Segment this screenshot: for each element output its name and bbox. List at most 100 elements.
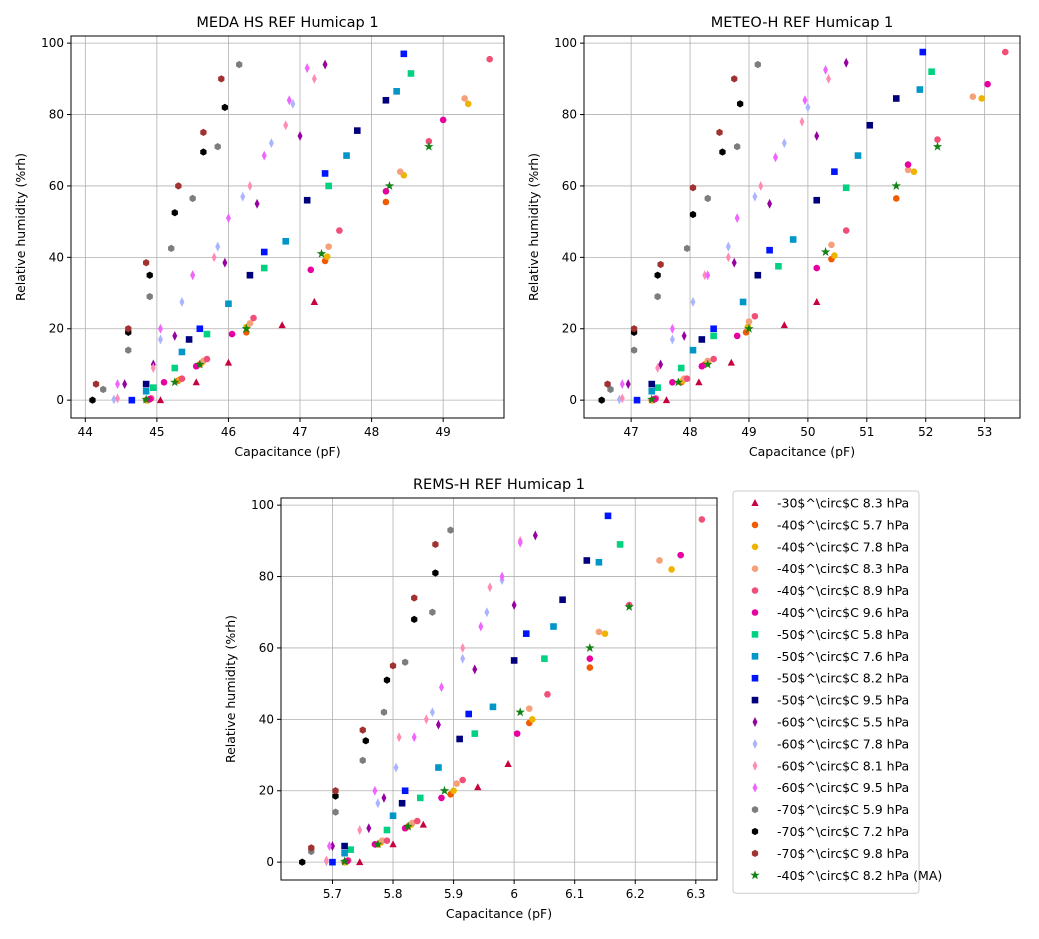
data-point	[725, 252, 731, 263]
data-point	[464, 100, 472, 108]
series-14	[607, 60, 761, 394]
data-point	[689, 210, 697, 219]
y-tick-label: 20	[49, 322, 64, 336]
data-point	[438, 682, 444, 693]
data-point	[695, 378, 703, 386]
data-point	[702, 270, 708, 281]
data-point	[246, 271, 254, 279]
series-7	[648, 86, 924, 395]
legend-label: -70$^\circ$C 5.9 hPa	[777, 802, 909, 817]
data-point	[515, 707, 525, 717]
y-tick-label: 40	[49, 250, 64, 264]
series-4	[344, 516, 706, 864]
data-point	[196, 325, 204, 333]
panel-rems-h: 5.7 5.8 5.9 6 6.1 6.2 6.3 0 20 40 60 80 100 REMS-H RE…	[223, 477, 718, 921]
data-point	[142, 387, 150, 395]
series-12	[619, 73, 831, 404]
data-point	[625, 379, 631, 390]
data-point	[125, 346, 132, 354]
data-point	[813, 196, 821, 204]
data-point	[141, 394, 151, 404]
data-point	[826, 73, 831, 84]
data-point	[854, 152, 862, 159]
data-point	[286, 95, 292, 106]
data-point	[303, 196, 311, 204]
data-point	[525, 705, 533, 712]
data-point	[150, 384, 157, 391]
series-16	[308, 540, 439, 852]
legend-entry: -70$^\circ$C 9.8 hPa	[751, 846, 909, 861]
data-point	[669, 323, 675, 334]
data-point	[698, 336, 706, 343]
x-tick-label: 48	[682, 425, 697, 439]
data-point	[805, 102, 811, 113]
data-point	[382, 187, 390, 195]
data-point	[489, 703, 497, 711]
data-point	[411, 615, 418, 624]
data-point	[517, 537, 523, 548]
data-point	[842, 227, 850, 234]
data-point	[353, 127, 361, 134]
data-point	[389, 840, 397, 848]
data-point	[310, 298, 318, 305]
data-point	[823, 64, 829, 75]
data-point	[389, 662, 397, 670]
series-11	[616, 102, 811, 405]
data-point	[731, 257, 737, 268]
series-0	[662, 298, 821, 404]
data-point	[185, 336, 193, 343]
legend-label: -50$^\circ$C 8.2 hPa	[777, 671, 909, 686]
data-point	[290, 98, 296, 109]
data-point	[325, 182, 332, 190]
legend-entry: -30$^\circ$C 8.3 hPa	[751, 496, 909, 511]
legend-label: -50$^\circ$C 5.8 hPa	[777, 627, 909, 642]
data-point	[731, 75, 738, 83]
x-tick-label: 5.7	[323, 887, 342, 901]
legend-label: -50$^\circ$C 9.5 hPa	[777, 693, 909, 708]
data-point	[486, 55, 493, 63]
data-point	[595, 558, 603, 566]
data-point	[704, 194, 711, 203]
data-point	[341, 842, 348, 850]
data-point	[326, 841, 332, 852]
data-point	[308, 844, 315, 852]
data-point	[246, 320, 254, 327]
series-6	[654, 68, 935, 391]
data-point	[189, 194, 196, 203]
series-13	[619, 64, 829, 390]
data-point	[357, 825, 363, 835]
data-point	[322, 59, 328, 70]
data-point	[754, 271, 762, 279]
series-14	[308, 526, 454, 856]
data-point	[380, 708, 388, 716]
x-tick-label: 44	[78, 425, 93, 439]
x-axis-label: Capacitance (pF)	[749, 444, 855, 459]
data-point	[411, 594, 418, 602]
x-tick-label: 48	[364, 425, 379, 439]
data-point	[802, 95, 808, 106]
data-point	[733, 332, 741, 340]
legend-label: -60$^\circ$C 5.5 hPa	[777, 715, 909, 730]
data-point	[456, 735, 463, 743]
data-point	[111, 394, 117, 405]
data-point	[703, 359, 713, 369]
data-point	[681, 330, 687, 341]
series-13	[115, 63, 310, 390]
legend-label: -60$^\circ$C 9.5 hPa	[777, 780, 909, 795]
legend-marker	[751, 696, 759, 704]
data-point	[160, 378, 168, 386]
legend-entry: -40$^\circ$C 7.8 hPa	[751, 539, 909, 554]
data-point	[236, 60, 243, 69]
y-tick-label: 40	[562, 250, 577, 264]
data-point	[200, 148, 207, 156]
x-tick-label: 51	[859, 425, 874, 439]
data-point	[586, 655, 594, 662]
series-4	[652, 48, 1009, 402]
data-point	[435, 719, 441, 730]
data-point	[382, 198, 390, 206]
series-3	[146, 95, 468, 403]
data-point	[690, 297, 696, 307]
data-point	[218, 75, 225, 83]
data-point	[211, 252, 217, 263]
data-point	[200, 128, 207, 137]
